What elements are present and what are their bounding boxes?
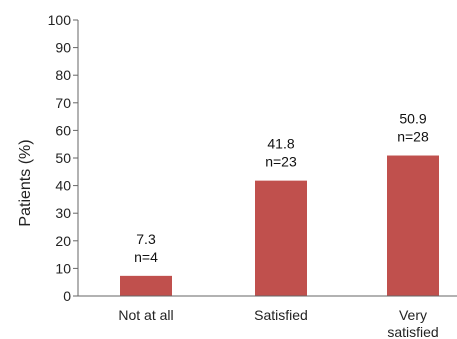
bar (255, 180, 307, 296)
data-labels: 7.3 n=4 41.8 n=23 50.9 n=28 (134, 111, 429, 265)
y-tick-label: 70 (55, 95, 71, 111)
y-tick-label: 50 (55, 150, 71, 166)
data-label: 41.8 (267, 136, 294, 152)
y-tick-label: 100 (48, 12, 72, 28)
data-label: n=28 (397, 129, 429, 145)
x-category-label: Not at all (118, 307, 173, 323)
y-tick-label: 60 (55, 122, 71, 138)
y-tick-label: 0 (63, 288, 71, 304)
x-category-label: Satisfied (254, 307, 308, 323)
y-tick-label: 30 (55, 205, 71, 221)
bars (120, 155, 439, 296)
x-category-label: Very (399, 307, 427, 323)
data-label: 7.3 (136, 231, 156, 247)
y-tick-label: 80 (55, 67, 71, 83)
data-label: n=23 (265, 154, 297, 170)
y-tick-label: 10 (55, 260, 71, 276)
y-tick-label: 20 (55, 233, 71, 249)
data-label: 50.9 (399, 111, 426, 127)
data-label: n=4 (134, 249, 158, 265)
y-axis-title: Patients (%) (17, 139, 34, 226)
y-tick-label: 90 (55, 40, 71, 56)
bar (387, 155, 439, 296)
bar (120, 275, 172, 296)
y-axis-ticks: 0 10 20 30 40 50 60 70 80 90 100 (48, 12, 78, 304)
x-category-label: satisfied (387, 324, 438, 339)
y-tick-label: 40 (55, 178, 71, 194)
